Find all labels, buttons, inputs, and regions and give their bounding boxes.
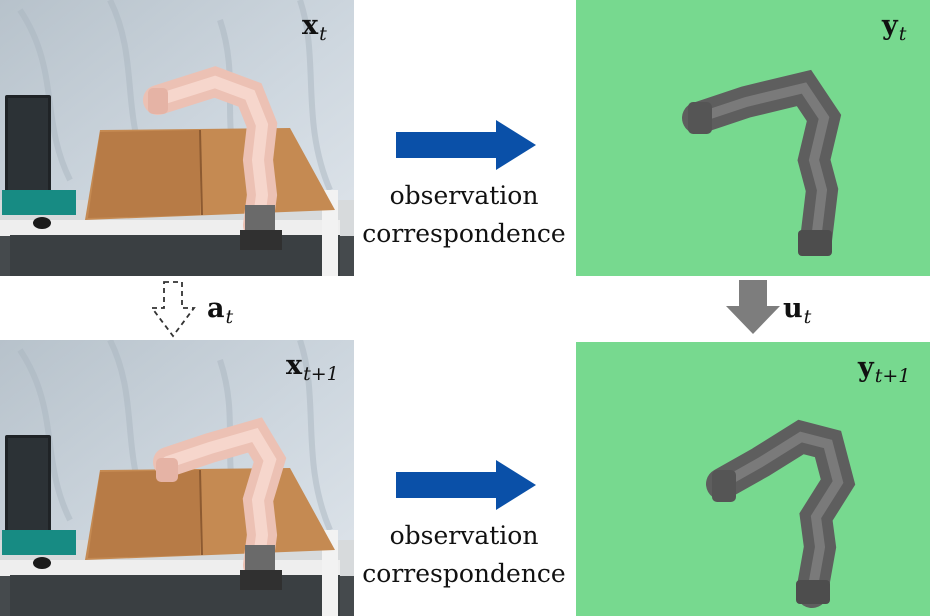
caption-bottom-line1: observation — [389, 521, 539, 550]
real-photo-t1: xt+1 — [0, 340, 354, 616]
label-x-t: xt — [302, 10, 327, 45]
sim-render-t1: yt+1 — [576, 342, 930, 616]
caption-bottom-line2: correspondence — [362, 559, 566, 588]
right-arrow-icon — [396, 460, 536, 510]
caption-bottom: observation correspondence — [349, 517, 579, 593]
caption-top: observation correspondence — [349, 177, 579, 253]
label-x-t1: xt+1 — [286, 350, 339, 385]
label-y-t: yt — [882, 10, 907, 45]
caption-top-line1: observation — [389, 181, 539, 210]
right-arrow-icon — [396, 120, 536, 170]
label-u-t: ut — [783, 293, 812, 328]
sim-render-t: yt — [576, 0, 930, 276]
real-robot-arm — [153, 417, 287, 580]
real-photo-t: xt — [0, 0, 354, 276]
label-a-t: at — [207, 293, 234, 328]
sim-robot-arm — [682, 69, 842, 256]
caption-top-line2: correspondence — [362, 219, 566, 248]
real-robot-arm — [143, 66, 278, 240]
sim-robot-arm — [706, 419, 856, 608]
dashed-down-arrow-icon — [150, 281, 196, 338]
down-arrow-icon — [726, 280, 780, 334]
label-y-t1: yt+1 — [858, 352, 911, 387]
